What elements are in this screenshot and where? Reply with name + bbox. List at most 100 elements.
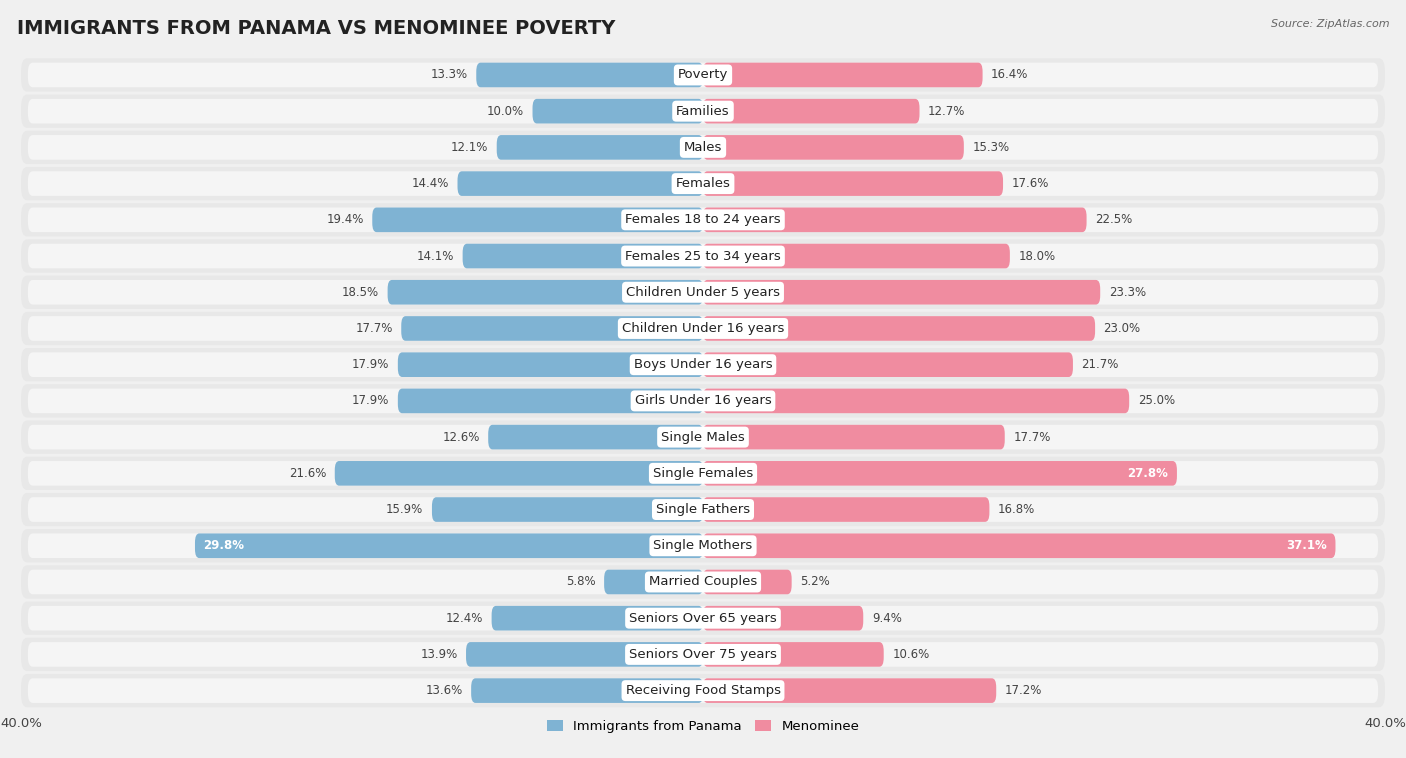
FancyBboxPatch shape [463,244,703,268]
FancyBboxPatch shape [703,208,1087,232]
FancyBboxPatch shape [28,461,1378,486]
FancyBboxPatch shape [335,461,703,486]
Text: 9.4%: 9.4% [872,612,901,625]
FancyBboxPatch shape [401,316,703,341]
Text: 13.9%: 13.9% [420,648,457,661]
FancyBboxPatch shape [465,642,703,667]
Text: Boys Under 16 years: Boys Under 16 years [634,359,772,371]
FancyBboxPatch shape [28,606,1378,631]
Text: 12.6%: 12.6% [443,431,479,443]
Text: 27.8%: 27.8% [1128,467,1168,480]
Text: Children Under 16 years: Children Under 16 years [621,322,785,335]
Text: Poverty: Poverty [678,68,728,81]
FancyBboxPatch shape [21,493,1385,526]
Text: Single Mothers: Single Mothers [654,539,752,553]
FancyBboxPatch shape [703,352,1073,377]
Text: 25.0%: 25.0% [1137,394,1175,407]
Text: 14.4%: 14.4% [412,177,449,190]
FancyBboxPatch shape [703,424,1005,449]
Text: 17.7%: 17.7% [1014,431,1050,443]
FancyBboxPatch shape [703,63,983,87]
Text: 12.4%: 12.4% [446,612,484,625]
Text: 15.9%: 15.9% [387,503,423,516]
Text: Females: Females [675,177,731,190]
FancyBboxPatch shape [28,642,1378,667]
Text: 5.2%: 5.2% [800,575,830,588]
FancyBboxPatch shape [492,606,703,631]
FancyBboxPatch shape [21,240,1385,273]
Text: 14.1%: 14.1% [416,249,454,262]
FancyBboxPatch shape [21,130,1385,164]
FancyBboxPatch shape [21,602,1385,635]
FancyBboxPatch shape [21,456,1385,490]
FancyBboxPatch shape [496,135,703,160]
FancyBboxPatch shape [21,384,1385,418]
FancyBboxPatch shape [703,461,1177,486]
FancyBboxPatch shape [457,171,703,196]
FancyBboxPatch shape [703,171,1002,196]
Text: Single Males: Single Males [661,431,745,443]
FancyBboxPatch shape [703,316,1095,341]
FancyBboxPatch shape [21,312,1385,345]
Text: Children Under 5 years: Children Under 5 years [626,286,780,299]
Text: Receiving Food Stamps: Receiving Food Stamps [626,684,780,697]
Text: Seniors Over 75 years: Seniors Over 75 years [628,648,778,661]
Text: Girls Under 16 years: Girls Under 16 years [634,394,772,407]
Text: 16.8%: 16.8% [998,503,1035,516]
Text: Married Couples: Married Couples [650,575,756,588]
FancyBboxPatch shape [703,99,920,124]
FancyBboxPatch shape [477,63,703,87]
FancyBboxPatch shape [398,352,703,377]
FancyBboxPatch shape [28,570,1378,594]
Text: 37.1%: 37.1% [1286,539,1327,553]
FancyBboxPatch shape [21,348,1385,381]
FancyBboxPatch shape [21,203,1385,236]
FancyBboxPatch shape [28,316,1378,341]
Text: IMMIGRANTS FROM PANAMA VS MENOMINEE POVERTY: IMMIGRANTS FROM PANAMA VS MENOMINEE POVE… [17,19,616,38]
FancyBboxPatch shape [703,389,1129,413]
Text: 21.6%: 21.6% [288,467,326,480]
FancyBboxPatch shape [388,280,703,305]
FancyBboxPatch shape [703,497,990,522]
Text: 23.0%: 23.0% [1104,322,1140,335]
FancyBboxPatch shape [21,276,1385,309]
Legend: Immigrants from Panama, Menominee: Immigrants from Panama, Menominee [541,714,865,738]
FancyBboxPatch shape [28,208,1378,232]
FancyBboxPatch shape [432,497,703,522]
FancyBboxPatch shape [703,135,965,160]
Text: 18.0%: 18.0% [1018,249,1056,262]
Text: Females 25 to 34 years: Females 25 to 34 years [626,249,780,262]
Text: 17.7%: 17.7% [356,322,392,335]
FancyBboxPatch shape [28,99,1378,124]
Text: 5.8%: 5.8% [567,575,596,588]
FancyBboxPatch shape [28,389,1378,413]
Text: Females 18 to 24 years: Females 18 to 24 years [626,213,780,227]
Text: 16.4%: 16.4% [991,68,1028,81]
FancyBboxPatch shape [21,637,1385,671]
Text: 17.6%: 17.6% [1011,177,1049,190]
Text: 12.7%: 12.7% [928,105,966,117]
FancyBboxPatch shape [21,529,1385,562]
FancyBboxPatch shape [28,497,1378,522]
Text: Seniors Over 65 years: Seniors Over 65 years [628,612,778,625]
FancyBboxPatch shape [28,534,1378,558]
FancyBboxPatch shape [21,565,1385,599]
Text: 15.3%: 15.3% [973,141,1010,154]
Text: 10.6%: 10.6% [893,648,929,661]
FancyBboxPatch shape [28,171,1378,196]
Text: 12.1%: 12.1% [451,141,488,154]
FancyBboxPatch shape [21,167,1385,200]
FancyBboxPatch shape [703,244,1010,268]
Text: Single Females: Single Females [652,467,754,480]
FancyBboxPatch shape [703,678,997,703]
Text: Families: Families [676,105,730,117]
FancyBboxPatch shape [703,280,1101,305]
FancyBboxPatch shape [28,424,1378,449]
FancyBboxPatch shape [21,421,1385,454]
Text: Single Fathers: Single Fathers [657,503,749,516]
Text: 17.9%: 17.9% [352,359,389,371]
FancyBboxPatch shape [703,606,863,631]
FancyBboxPatch shape [21,58,1385,92]
FancyBboxPatch shape [21,95,1385,128]
FancyBboxPatch shape [28,678,1378,703]
